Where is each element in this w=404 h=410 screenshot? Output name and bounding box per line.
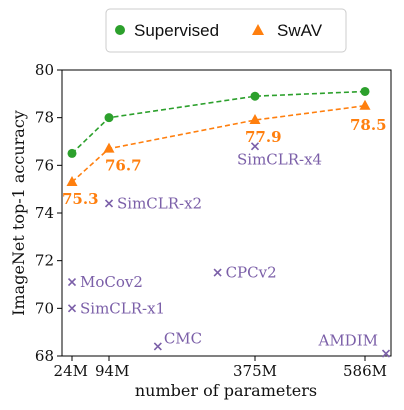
x-tick-label: 586M bbox=[343, 362, 387, 380]
series-point-swav bbox=[249, 114, 261, 125]
data-label: 75.3 bbox=[62, 190, 99, 208]
method-label: SimCLR-x2 bbox=[117, 194, 202, 212]
y-tick-label: 70 bbox=[35, 299, 54, 317]
method-marker bbox=[250, 142, 260, 151]
x-tick-label: 94M bbox=[95, 362, 129, 380]
method-label: CPCv2 bbox=[226, 264, 277, 282]
series-line-swav bbox=[71, 104, 366, 183]
legend-marker-supervised bbox=[115, 25, 125, 35]
x-axis: 24M 94M 375M 586M bbox=[54, 356, 387, 380]
legend-box bbox=[105, 8, 347, 53]
method-label: AMDIM bbox=[317, 332, 378, 350]
method-label: CMC bbox=[164, 329, 202, 347]
data-label: 77.9 bbox=[245, 128, 282, 146]
y-tick-label: 72 bbox=[35, 252, 54, 270]
series-point-supervised bbox=[67, 148, 77, 158]
y-axis-label: ImageNet top-1 accuracy bbox=[9, 110, 28, 316]
series-point-swav bbox=[66, 176, 78, 187]
method-marker bbox=[104, 199, 114, 208]
method-marker bbox=[67, 278, 77, 287]
method-label: SimCLR-x1 bbox=[80, 299, 165, 317]
y-tick-label: 68 bbox=[35, 347, 54, 365]
y-axis: 68 70 72 74 76 78 80 bbox=[35, 61, 62, 365]
legend: Supervised SwAV bbox=[105, 8, 347, 53]
x-tick-label: 24M bbox=[54, 362, 88, 380]
points-layer: MoCov2 SimCLR-x1 SimCLR-x2 SimCLR-x4 CPCv2 CM… bbox=[67, 142, 391, 358]
series-point-swav bbox=[359, 99, 371, 110]
y-tick-label: 78 bbox=[35, 109, 54, 127]
x-axis-label: number of parameters bbox=[135, 381, 317, 400]
x-tick-label: 375M bbox=[233, 362, 277, 380]
data-label: 76.7 bbox=[105, 157, 142, 175]
series-point-supervised bbox=[250, 91, 260, 101]
y-tick-label: 76 bbox=[35, 156, 54, 174]
series-point-supervised bbox=[360, 86, 370, 96]
series-point-swav bbox=[103, 142, 115, 153]
series-line-supervised bbox=[71, 90, 366, 154]
y-tick-label: 80 bbox=[35, 61, 54, 79]
method-marker bbox=[381, 349, 391, 358]
legend-marker-swav bbox=[252, 24, 264, 35]
series-point-supervised bbox=[104, 113, 114, 123]
method-label: SimCLR-x4 bbox=[237, 150, 322, 168]
method-label: MoCov2 bbox=[80, 273, 143, 291]
method-marker bbox=[67, 304, 77, 313]
legend-label-swav: SwAV bbox=[277, 21, 323, 40]
series-layer: 75.3 76.7 77.9 78.5 bbox=[62, 86, 387, 208]
method-marker bbox=[213, 268, 222, 277]
y-tick-label: 74 bbox=[35, 204, 54, 222]
data-label: 78.5 bbox=[350, 116, 387, 134]
legend-label-supervised: Supervised bbox=[134, 21, 219, 40]
method-marker bbox=[153, 342, 162, 351]
